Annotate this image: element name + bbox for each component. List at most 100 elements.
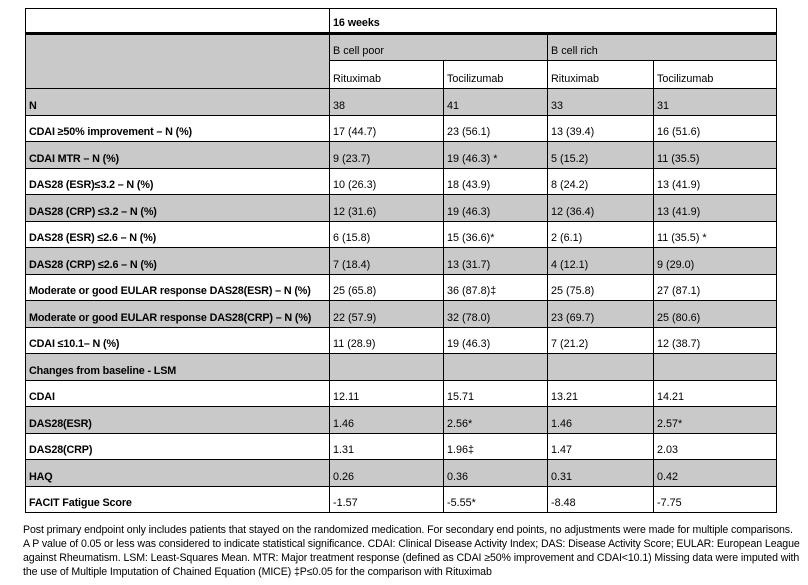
cell-value: 2.57* bbox=[652, 406, 778, 434]
cell-value: 13 (41.9) bbox=[652, 167, 778, 195]
cell-value: 19 (46.3) bbox=[443, 194, 548, 222]
group-header-row: B cell poor B cell rich bbox=[25, 33, 778, 89]
table-row: N 38 41 33 31 bbox=[25, 88, 778, 116]
row-label: CDAI bbox=[25, 379, 330, 407]
group-header-bcell-rich: B cell rich bbox=[546, 33, 778, 61]
row-label: HAQ bbox=[25, 459, 330, 487]
cell-value: -1.57 bbox=[329, 485, 444, 513]
row-label: Changes from baseline - LSM bbox=[25, 353, 330, 381]
cell-value bbox=[329, 353, 444, 381]
cell-value: 19 (46.3) * bbox=[443, 141, 548, 169]
cell-value: 2.56* bbox=[443, 406, 548, 434]
cell-value: 23 (69.7) bbox=[547, 300, 654, 328]
cell-value: 4 (12.1) bbox=[547, 247, 654, 275]
period-header-row: 16 weeks bbox=[25, 8, 778, 35]
cell-value: 8 (24.2) bbox=[547, 167, 654, 195]
column-header-tocilizumab-poor: Tocilizumab bbox=[443, 60, 548, 89]
cell-value: 31 bbox=[652, 88, 778, 116]
cell-value: 19 (46.3) bbox=[443, 326, 548, 354]
cell-value: 12 (31.6) bbox=[329, 194, 444, 222]
footnote: Post primary endpoint only includes pati… bbox=[23, 524, 800, 578]
cell-value: 0.36 bbox=[443, 459, 548, 487]
row-label: DAS28(ESR) bbox=[25, 406, 330, 434]
row-label: CDAI ≥50% improvement – N (%) bbox=[25, 114, 330, 142]
cell-value: 38 bbox=[329, 88, 444, 116]
row-label: Moderate or good EULAR response DAS28(CR… bbox=[25, 300, 330, 328]
table-row: HAQ 0.26 0.36 0.31 0.42 bbox=[25, 459, 778, 487]
cell-value: 13 (39.4) bbox=[547, 114, 654, 142]
cell-value: 15 (36.6)* bbox=[443, 220, 548, 248]
cell-value: 9 (29.0) bbox=[652, 247, 778, 275]
row-label: DAS28 (ESR) ≤2.6 – N (%) bbox=[25, 220, 330, 248]
cell-value: 13 (31.7) bbox=[443, 247, 548, 275]
results-table: 16 weeks B cell poor B cell rich Rituxim… bbox=[25, 8, 778, 513]
column-header-rituximab-rich: Rituximab bbox=[547, 60, 654, 89]
table-row: CDAI 12.11 15.71 13.21 14.21 bbox=[25, 379, 778, 407]
cell-value: 11 (35.5) bbox=[652, 141, 778, 169]
cell-value: 23 (56.1) bbox=[443, 114, 548, 142]
row-label: FACIT Fatigue Score bbox=[25, 485, 330, 513]
cell-value: 13 (41.9) bbox=[652, 194, 778, 222]
table-row: CDAI ≥50% improvement – N (%) 17 (44.7) 23… bbox=[25, 114, 778, 142]
cell-value: 22 (57.9) bbox=[329, 300, 444, 328]
column-header-tocilizumab-rich: Tocilizumab bbox=[652, 60, 778, 89]
cell-value: 1.96‡ bbox=[443, 432, 548, 460]
cell-value: 1.31 bbox=[329, 432, 444, 460]
row-label: DAS28 (ESR)≤3.2 – N (%) bbox=[25, 167, 330, 195]
cell-value: 1.46 bbox=[547, 406, 654, 434]
cell-value: 10 (26.3) bbox=[329, 167, 444, 195]
cell-value: 25 (65.8) bbox=[329, 273, 444, 301]
cell-value: 12 (38.7) bbox=[652, 326, 778, 354]
cell-value: 33 bbox=[547, 88, 654, 116]
table-row: CDAI MTR – N (%) 9 (23.7) 19 (46.3) * 5 (15… bbox=[25, 141, 778, 169]
label-column-empty-cell bbox=[25, 33, 330, 89]
table-row: FACIT Fatigue Score -1.57 -5.55* -8.48 -7.75 bbox=[25, 485, 778, 513]
table-row: DAS28 (CRP) ≤3.2 – N (%) 12 (31.6) 19 (46.… bbox=[25, 194, 778, 222]
cell-value: 14.21 bbox=[652, 379, 778, 407]
cell-value: 25 (80.6) bbox=[652, 300, 778, 328]
row-label: DAS28 (CRP) ≤2.6 – N (%) bbox=[25, 247, 330, 275]
cell-value: 6 (15.8) bbox=[329, 220, 444, 248]
cell-value: 18 (43.9) bbox=[443, 167, 548, 195]
cell-value: 0.42 bbox=[652, 459, 778, 487]
table-row: Moderate or good EULAR response DAS28(ES… bbox=[25, 273, 778, 301]
row-label: DAS28 (CRP) ≤3.2 – N (%) bbox=[25, 194, 330, 222]
table-row: DAS28(ESR) 1.46 2.56* 1.46 2.57* bbox=[25, 406, 778, 434]
cell-value: 1.47 bbox=[547, 432, 654, 460]
table-row: CDAI ≤10.1– N (%) 11 (28.9) 19 (46.3) 7 (21… bbox=[25, 326, 778, 354]
cell-value: 11 (35.5) * bbox=[652, 220, 778, 248]
row-label: CDAI MTR – N (%) bbox=[25, 141, 330, 169]
corner-empty-cell bbox=[25, 8, 330, 35]
cell-value bbox=[443, 353, 548, 381]
cell-value: 13.21 bbox=[547, 379, 654, 407]
cell-value: 12 (36.4) bbox=[547, 194, 654, 222]
table-row: DAS28(CRP) 1.31 1.96‡ 1.47 2.03 bbox=[25, 432, 778, 460]
cell-value: 7 (21.2) bbox=[547, 326, 654, 354]
row-label: CDAI ≤10.1– N (%) bbox=[25, 326, 330, 354]
cell-value: -8.48 bbox=[547, 485, 654, 513]
table-row: DAS28 (ESR)≤3.2 – N (%) 10 (26.3) 18 (43.9… bbox=[25, 167, 778, 195]
cell-value: 9 (23.7) bbox=[329, 141, 444, 169]
table-row: Changes from baseline - LSM bbox=[25, 353, 778, 381]
cell-value: 12.11 bbox=[329, 379, 444, 407]
cell-value: 15.71 bbox=[443, 379, 548, 407]
period-header-cell: 16 weeks bbox=[328, 8, 778, 35]
drug-header-row: Rituximab Tocilizumab Rituximab Tocilizu… bbox=[26, 60, 778, 89]
cell-value: 2 (6.1) bbox=[547, 220, 654, 248]
table-row: Moderate or good EULAR response DAS28(CR… bbox=[25, 300, 778, 328]
cell-value: 1.46 bbox=[329, 406, 444, 434]
cell-value: 2.03 bbox=[652, 432, 778, 460]
cell-value: -5.55* bbox=[443, 485, 548, 513]
cell-value bbox=[547, 353, 654, 381]
cell-value: 5 (15.2) bbox=[547, 141, 654, 169]
row-label: Moderate or good EULAR response DAS28(ES… bbox=[25, 273, 330, 301]
cell-value: 32 (78.0) bbox=[443, 300, 548, 328]
table-row: DAS28 (CRP) ≤2.6 – N (%) 7 (18.4) 13 (31.7… bbox=[25, 247, 778, 275]
cell-value: 27 (87.1) bbox=[652, 273, 778, 301]
cell-value: 11 (28.9) bbox=[329, 326, 444, 354]
cell-value: 0.31 bbox=[547, 459, 654, 487]
column-header-rituximab-poor: Rituximab bbox=[329, 60, 444, 89]
group-header-bcell-poor: B cell poor bbox=[329, 33, 548, 61]
table-body: N 38 41 33 31 CDAI ≥50% improvement – N (%) 17… bbox=[25, 88, 778, 513]
cell-value bbox=[652, 353, 778, 381]
